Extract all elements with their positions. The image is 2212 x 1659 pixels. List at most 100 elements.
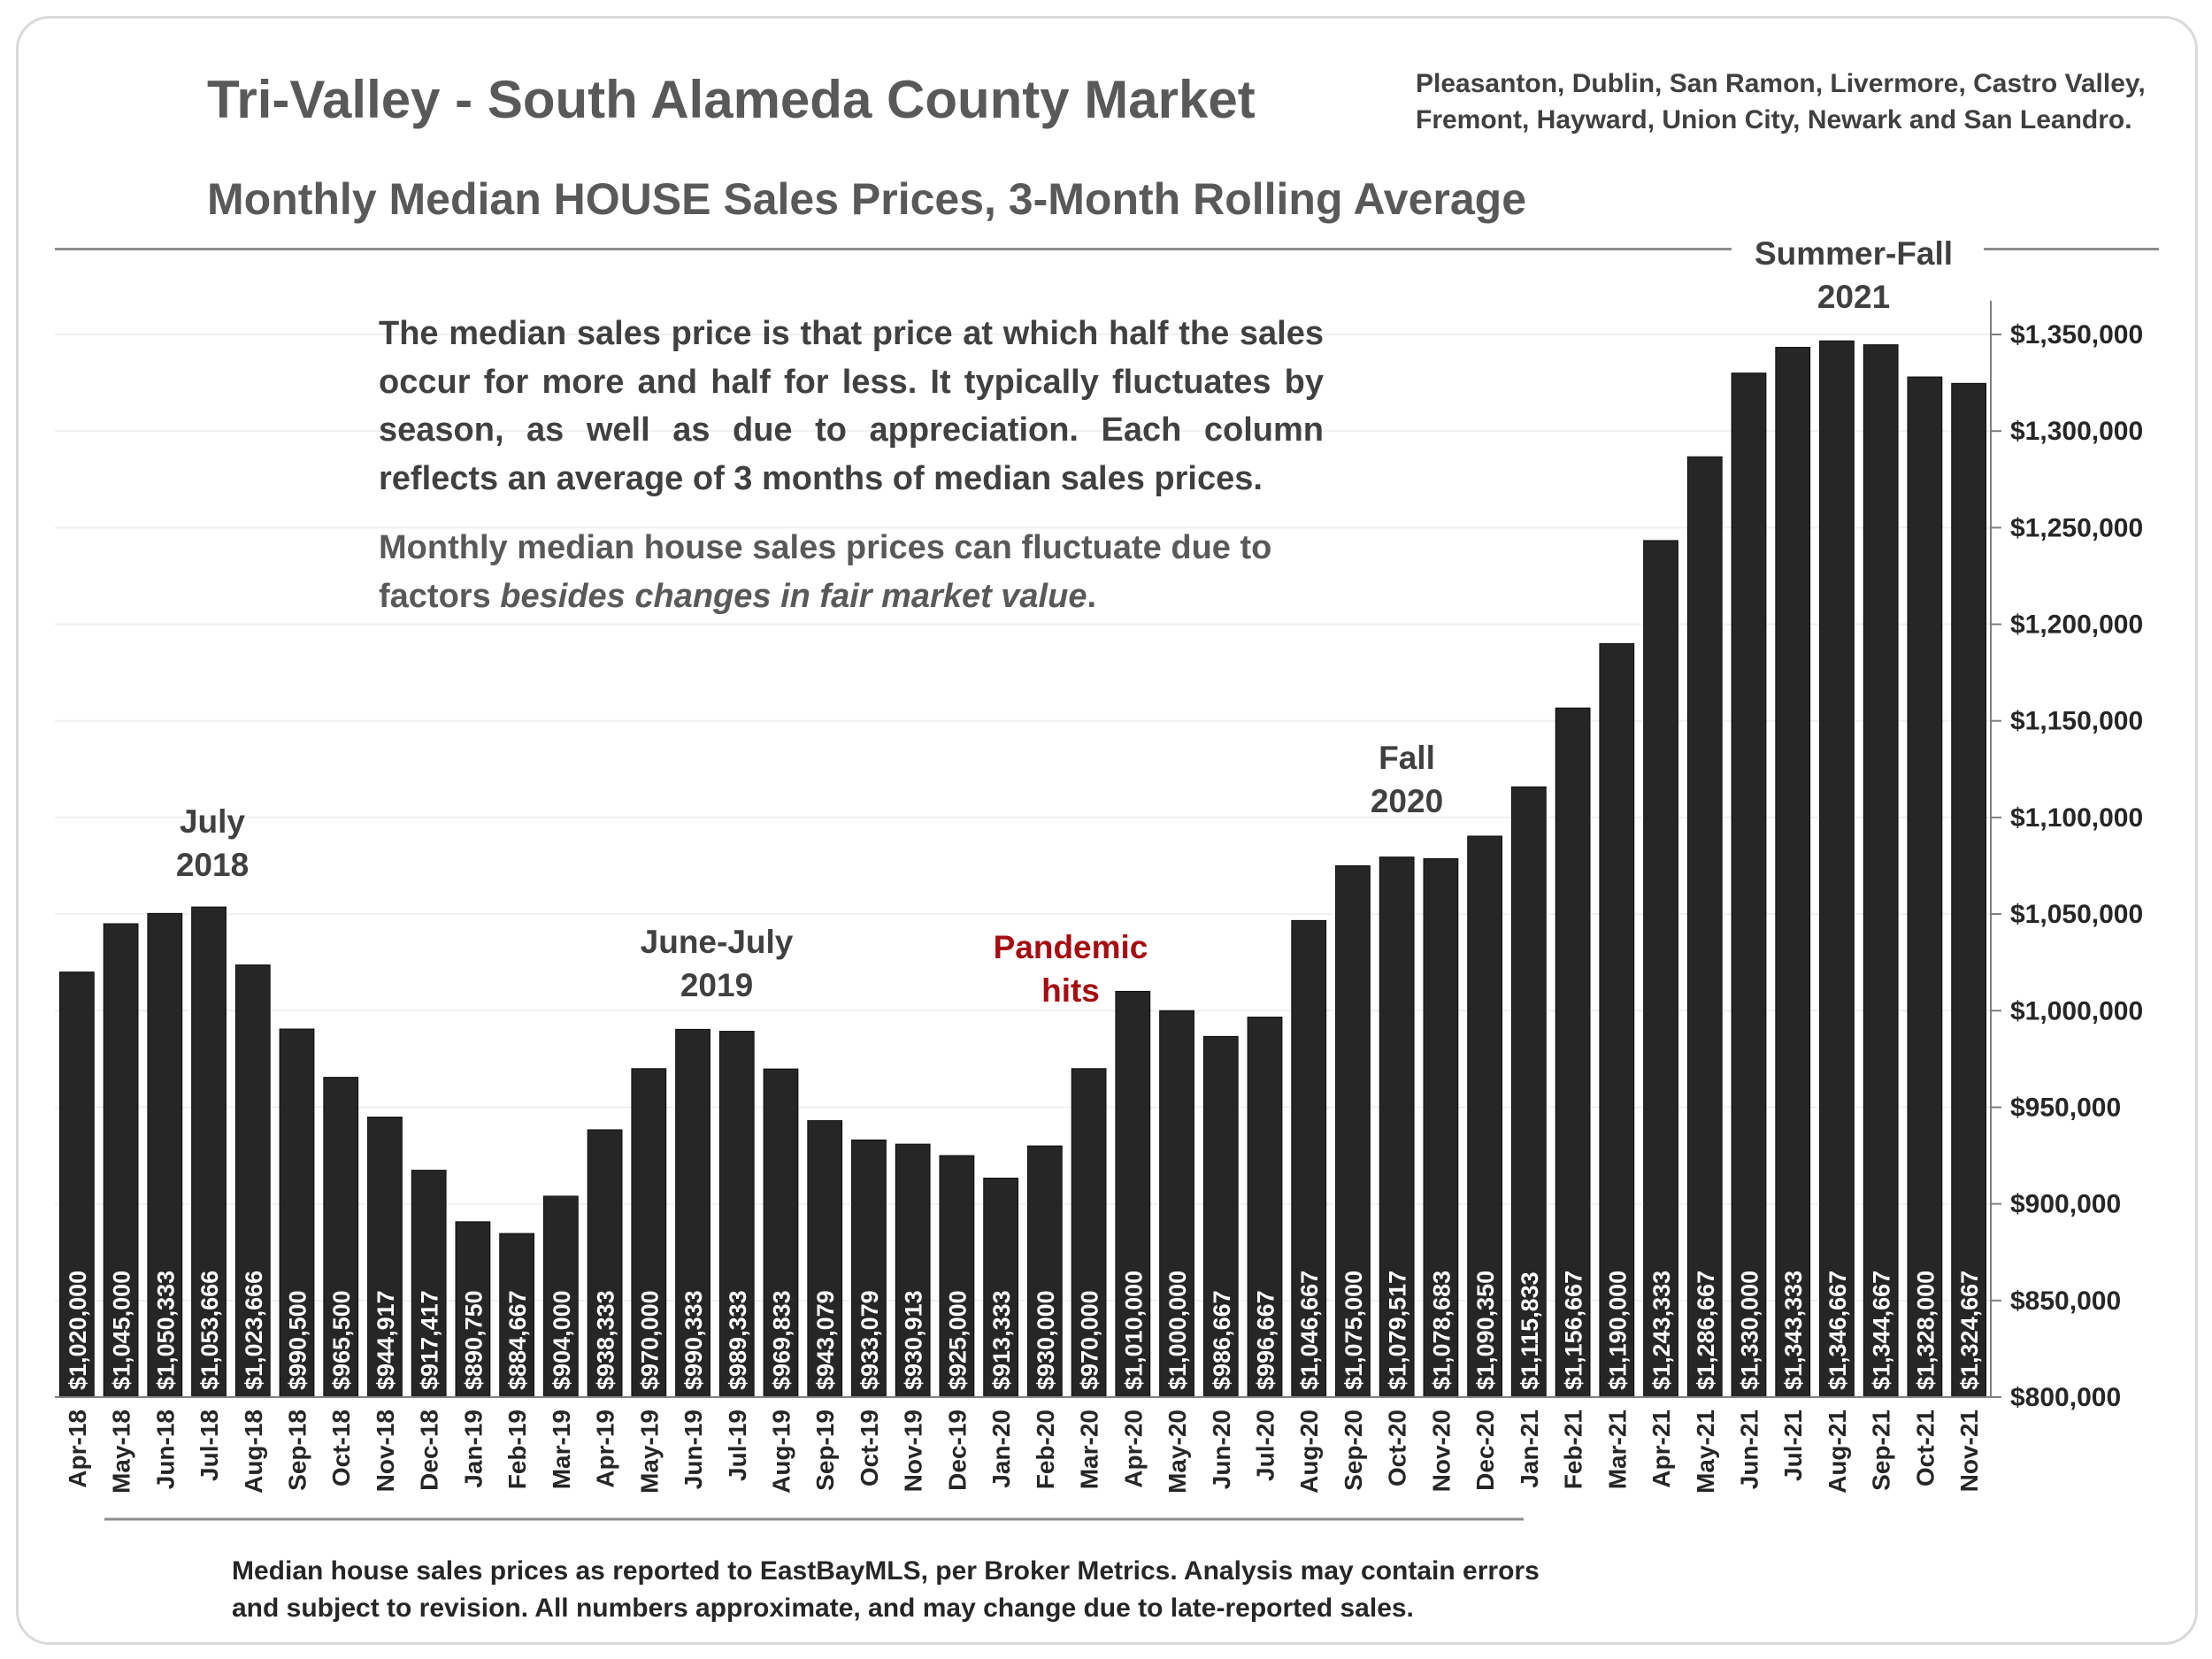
data-label: $1,020,000 bbox=[65, 1271, 91, 1390]
x-tick-label: Mar-21 bbox=[1603, 1409, 1631, 1489]
x-tick-label: May-19 bbox=[635, 1409, 663, 1494]
data-label: $1,343,333 bbox=[1780, 1271, 1807, 1390]
data-label: $904,000 bbox=[549, 1290, 575, 1390]
data-label: $970,000 bbox=[1077, 1290, 1103, 1390]
data-label: $1,328,000 bbox=[1912, 1271, 1939, 1390]
y-axis: $800,000 $850,000 $900,000 $950,000 $1,000,0… bbox=[1990, 301, 2143, 1412]
bar bbox=[1423, 857, 1459, 1398]
y-tick-label: $1,200,000 bbox=[2010, 611, 2143, 640]
y-tick-label: $1,250,000 bbox=[2010, 513, 2143, 542]
x-tick-label: Jul-20 bbox=[1252, 1409, 1279, 1481]
chart-subtitle: Monthly Median HOUSE Sales Prices, 3-Mon… bbox=[207, 174, 1527, 224]
y-tick-label: $850,000 bbox=[2010, 1286, 2121, 1316]
data-label: $1,053,666 bbox=[196, 1271, 223, 1390]
x-tick-label: Mar-20 bbox=[1076, 1409, 1103, 1489]
x-tick-label: Apr-18 bbox=[64, 1409, 91, 1488]
bar bbox=[1115, 990, 1151, 1398]
x-tick-label: Jan-21 bbox=[1516, 1409, 1543, 1488]
data-label: $970,000 bbox=[636, 1290, 663, 1390]
bar bbox=[1599, 642, 1635, 1398]
data-label: $943,079 bbox=[812, 1290, 839, 1390]
x-tick-label: Nov-19 bbox=[900, 1409, 927, 1492]
y-tick-label: $950,000 bbox=[2010, 1093, 2121, 1122]
annotation-line: Summer-Fall bbox=[1754, 235, 1954, 272]
data-label: $1,115,833 bbox=[1517, 1271, 1543, 1390]
y-tick-label: $800,000 bbox=[2010, 1383, 2121, 1412]
data-label: $930,913 bbox=[901, 1290, 927, 1390]
bar bbox=[807, 1120, 843, 1398]
bar bbox=[631, 1068, 667, 1398]
annotation-line: 2020 bbox=[1370, 783, 1444, 819]
data-label: $1,190,000 bbox=[1604, 1271, 1631, 1390]
data-label: $1,050,333 bbox=[152, 1271, 179, 1390]
x-axis: Apr-18 May-18 Jun-18 Jul-18 Aug-18 Sep-18 Oct-… bbox=[55, 1396, 1991, 1521]
data-label: $925,000 bbox=[944, 1290, 971, 1390]
bar bbox=[1775, 347, 1811, 1398]
data-label: $1,046,667 bbox=[1296, 1271, 1323, 1390]
data-label: $965,500 bbox=[328, 1290, 355, 1390]
data-label: $989,333 bbox=[725, 1290, 751, 1390]
annotation-line: June-July bbox=[640, 924, 794, 960]
data-label: $1,045,000 bbox=[109, 1271, 135, 1390]
data-label: $990,333 bbox=[680, 1290, 707, 1390]
bar bbox=[675, 1028, 710, 1398]
x-tick-label: Oct-21 bbox=[1911, 1409, 1939, 1486]
y-tick-label: $1,300,000 bbox=[2010, 417, 2143, 446]
y-tick-label: $1,000,000 bbox=[2010, 996, 2143, 1025]
data-label: $944,917 bbox=[373, 1290, 399, 1390]
x-tick-label: Oct-19 bbox=[856, 1409, 883, 1486]
x-tick-label: Aug-20 bbox=[1295, 1409, 1323, 1494]
data-label: $969,833 bbox=[769, 1290, 795, 1390]
bar bbox=[1863, 344, 1899, 1398]
bar bbox=[58, 972, 95, 1398]
explanation-p2-emphasis: besides changes in fair market value bbox=[500, 577, 1087, 615]
bar bbox=[455, 1221, 491, 1398]
annotation-line: 2018 bbox=[175, 847, 250, 883]
bar bbox=[1555, 707, 1591, 1398]
annotation-line: Fall bbox=[1379, 740, 1435, 776]
bar bbox=[411, 1170, 447, 1398]
data-label: $1,346,667 bbox=[1824, 1271, 1851, 1390]
bar bbox=[499, 1233, 535, 1398]
bar bbox=[895, 1143, 931, 1398]
bar bbox=[367, 1117, 403, 1398]
y-tick-label: $1,350,000 bbox=[2010, 320, 2143, 349]
data-label: $917,417 bbox=[417, 1290, 443, 1390]
annotation-june-july-2019: June-July 2019 bbox=[628, 920, 805, 1007]
bar bbox=[1291, 919, 1327, 1398]
bar bbox=[1951, 382, 1987, 1398]
data-label: $1,078,683 bbox=[1428, 1271, 1455, 1390]
data-label: $1,023,666 bbox=[241, 1271, 267, 1390]
annotation-line: hits bbox=[1041, 972, 1100, 1009]
y-tick-label: $1,100,000 bbox=[2010, 803, 2143, 833]
x-tick-label: Sep-18 bbox=[284, 1409, 311, 1491]
x-tick-label: Oct-18 bbox=[327, 1409, 355, 1486]
data-label: $1,286,667 bbox=[1693, 1271, 1719, 1390]
data-label: $1,324,667 bbox=[1956, 1271, 1983, 1390]
x-tick-label: Feb-19 bbox=[503, 1409, 531, 1489]
source-footnote: Median house sales prices as reported to… bbox=[232, 1553, 1540, 1627]
x-tick-label: Sep-20 bbox=[1340, 1409, 1367, 1491]
data-label: $1,156,667 bbox=[1561, 1271, 1587, 1390]
data-label: $933,079 bbox=[856, 1290, 883, 1390]
bar bbox=[718, 1031, 755, 1398]
x-tick-label: Aug-21 bbox=[1824, 1409, 1851, 1494]
bar bbox=[1686, 456, 1723, 1398]
region-list-line-1: Pleasanton, Dublin, San Ramon, Livermore… bbox=[1416, 69, 2146, 98]
data-label: $1,090,350 bbox=[1472, 1271, 1499, 1390]
bar bbox=[1819, 340, 1855, 1398]
bar bbox=[1731, 373, 1767, 1398]
x-tick-label: Sep-19 bbox=[811, 1409, 839, 1491]
explanation-paragraph-2: Monthly median house sales prices can fl… bbox=[379, 524, 1324, 620]
x-tick-label: Feb-21 bbox=[1560, 1409, 1587, 1489]
x-tick-label: Dec-19 bbox=[943, 1409, 971, 1491]
bar bbox=[851, 1139, 887, 1398]
x-tick-label: Mar-19 bbox=[548, 1409, 575, 1489]
bar bbox=[1643, 540, 1678, 1398]
bar bbox=[542, 1195, 579, 1398]
x-tick-label: May-21 bbox=[1692, 1409, 1719, 1494]
bar bbox=[279, 1028, 315, 1398]
x-tick-label: Dec-18 bbox=[416, 1409, 443, 1491]
explanation-p2-end: . bbox=[1087, 577, 1097, 615]
bar bbox=[234, 964, 271, 1398]
